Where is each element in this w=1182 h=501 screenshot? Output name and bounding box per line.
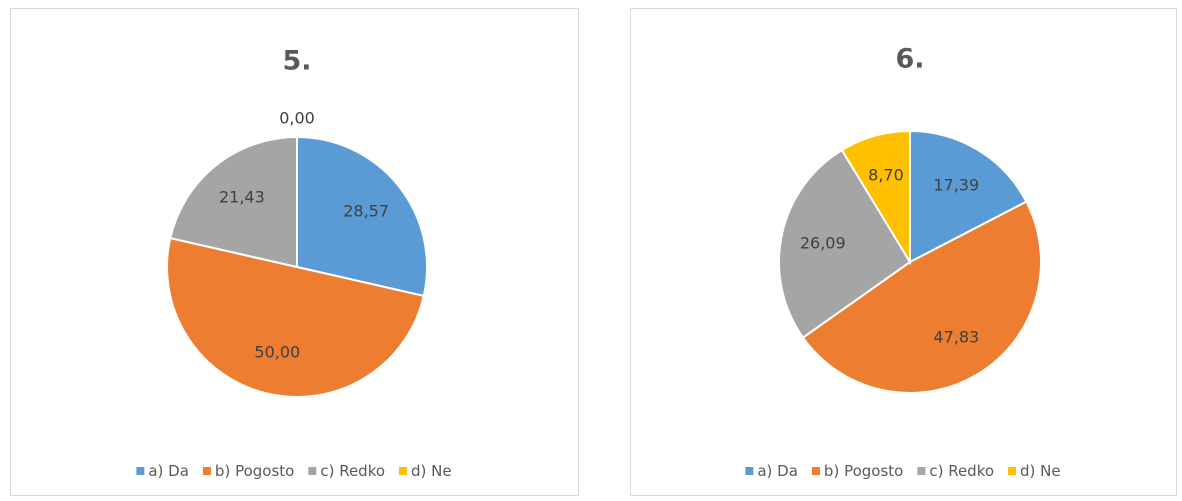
- data-label: 28,57: [343, 201, 389, 220]
- pie-slice: [166, 236, 425, 398]
- legend-marker: [399, 467, 408, 475]
- legend-marker: [136, 467, 145, 475]
- data-label: 50,00: [254, 343, 300, 362]
- data-label: 17,39: [933, 175, 979, 194]
- legend-label: c) Redko: [929, 462, 994, 480]
- legend-label: b) Pogosto: [215, 462, 294, 480]
- pie-slice: [296, 135, 428, 298]
- legend-marker: [202, 467, 211, 475]
- data-label: 0,00: [279, 109, 315, 128]
- legend-label: a) Da: [757, 462, 798, 480]
- legend-marker: [308, 467, 317, 475]
- legend-marker: [811, 467, 820, 475]
- pie-slice: [909, 129, 1028, 264]
- chart-title: 6.: [895, 44, 924, 75]
- pie-slice: [169, 135, 298, 269]
- legend-marker: [917, 467, 926, 475]
- pie-slice: [778, 148, 912, 339]
- legend-label: b) Pogosto: [824, 462, 903, 480]
- pie-slice: [801, 200, 1042, 394]
- legend-label: d) Ne: [411, 462, 452, 480]
- legend-label: a) Da: [148, 462, 189, 480]
- pie-slice: [840, 129, 911, 266]
- legend-marker: [745, 467, 754, 475]
- legend-label: d) Ne: [1020, 462, 1061, 480]
- chart-title: 5.: [282, 46, 311, 77]
- data-label: 21,43: [219, 187, 265, 206]
- data-label: 47,83: [933, 328, 979, 347]
- data-label: 8,70: [868, 166, 904, 185]
- data-label: 26,09: [800, 233, 846, 252]
- legend-marker: [1008, 467, 1017, 475]
- legend-label: c) Redko: [320, 462, 385, 480]
